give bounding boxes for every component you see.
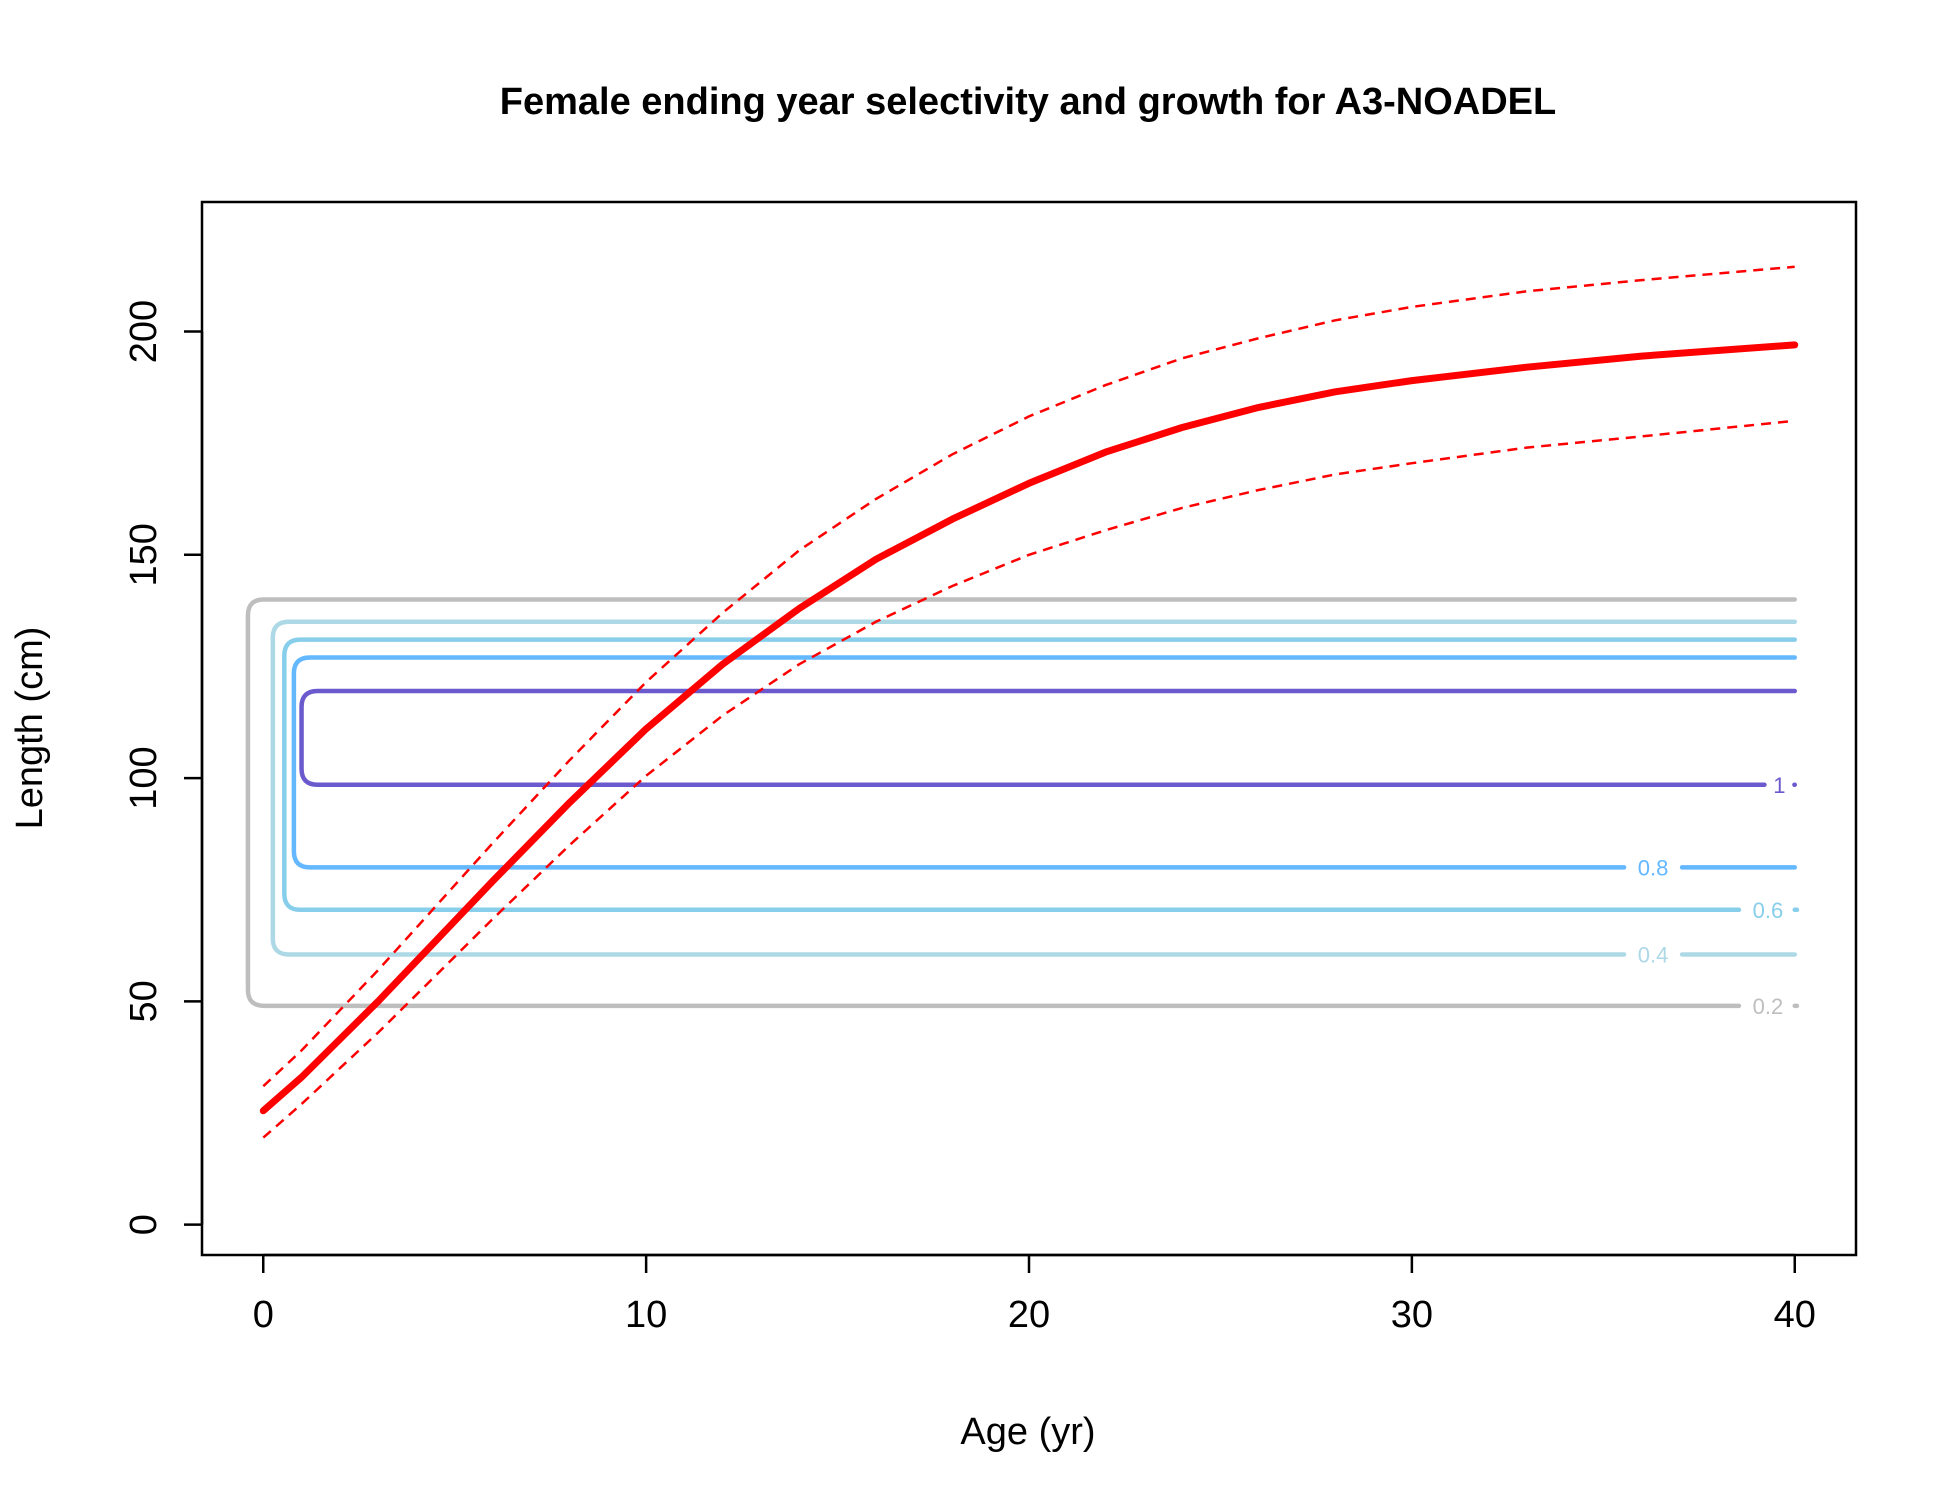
y-tick-label: 50 (123, 980, 165, 1022)
contour-line-0-8 (291, 655, 1797, 870)
y-tick-label: 100 (123, 746, 165, 809)
y-tick-label: 0 (123, 1214, 165, 1235)
x-tick-label: 0 (253, 1294, 274, 1336)
plot-area: 1 0.8 0.6 0.4 0.2 (245, 265, 1800, 1139)
contour-label-0-2: 0.2 (1753, 994, 1784, 1019)
x-tick-label: 20 (1008, 1294, 1050, 1336)
x-axis-label: Age (yr) (960, 1411, 1095, 1453)
growth-mean-line (259, 341, 1799, 1115)
x-axis: 0 10 20 30 40 (253, 1253, 1816, 1336)
growth-lower-ci-line (262, 419, 1795, 1139)
contour-line-0-6 (282, 637, 1800, 913)
chart-title: Female ending year selectivity and growt… (500, 81, 1557, 123)
contour-label-0-4: 0.4 (1638, 942, 1669, 967)
x-tick-label: 10 (625, 1294, 667, 1336)
contour-line-0-4 (270, 619, 1797, 957)
contour-label-0-6: 0.6 (1753, 898, 1784, 923)
y-axis-label: Length (cm) (9, 627, 51, 830)
contour-line-0-2 (245, 597, 1800, 1009)
y-tick-label: 150 (123, 523, 165, 586)
x-tick-label: 30 (1391, 1294, 1433, 1336)
contour-label-1: 1 (1773, 773, 1785, 798)
contour-label-0-8: 0.8 (1638, 855, 1669, 880)
growth-upper-ci-line (262, 265, 1795, 1088)
contour-line-1 (299, 688, 1797, 788)
y-tick-label: 200 (123, 300, 165, 363)
x-tick-label: 40 (1774, 1294, 1816, 1336)
y-axis: 0 50 100 150 200 (123, 300, 204, 1235)
